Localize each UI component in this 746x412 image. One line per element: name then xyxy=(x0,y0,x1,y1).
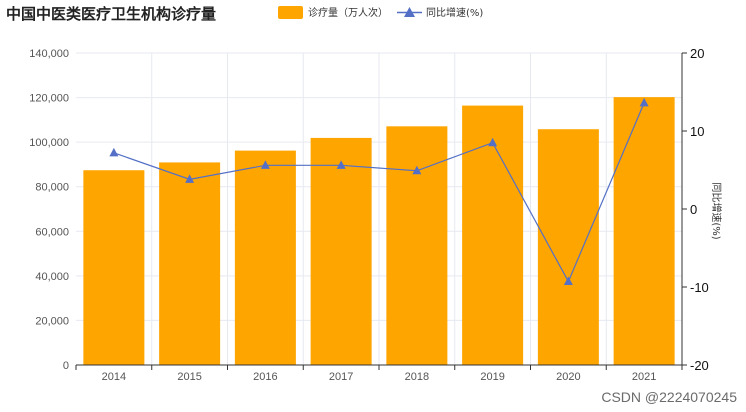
bar xyxy=(83,170,145,365)
legend-swatch-bars xyxy=(278,6,303,19)
growth-rate-line xyxy=(113,102,645,283)
x-tick-label: 2019 xyxy=(480,371,504,383)
bar xyxy=(537,129,599,365)
left-y-tick-label: 140,000 xyxy=(29,48,69,60)
left-y-tick-label: 20,000 xyxy=(35,315,69,327)
x-tick-label: 2017 xyxy=(329,371,353,383)
x-tick-label: 2018 xyxy=(405,371,429,383)
line-point-marker xyxy=(563,276,573,286)
line-point-marker xyxy=(260,160,270,169)
left-y-tick-label: 120,000 xyxy=(29,93,69,105)
left-y-tick-label: 100,000 xyxy=(29,137,69,149)
right-y-tick-label: -20 xyxy=(690,358,709,373)
x-tick-label: 2015 xyxy=(177,371,201,383)
legend-triangle-swatch xyxy=(404,7,415,17)
x-tick-label: 2020 xyxy=(556,371,580,383)
bar xyxy=(613,97,675,365)
bar xyxy=(310,137,372,365)
line-point-marker xyxy=(185,174,195,183)
legend-label-bars: 诊疗量（万人次） xyxy=(308,6,388,19)
bar-series xyxy=(83,97,675,365)
right-axis-title: 同比增速(%) xyxy=(710,182,723,239)
line-point-marker xyxy=(336,160,346,169)
left-y-tick-label: 80,000 xyxy=(35,182,69,194)
bar xyxy=(462,105,524,365)
left-y-tick-label: 60,000 xyxy=(35,226,69,238)
legend-label-line: 同比增速(%) xyxy=(426,6,483,19)
legend-item-line[interactable]: 同比增速(%) xyxy=(397,6,483,19)
x-tick-label: 2014 xyxy=(102,371,126,383)
x-tick-label: 2021 xyxy=(632,371,656,383)
right-y-tick-label: 0 xyxy=(690,202,697,217)
bar xyxy=(234,150,296,365)
line-point-marker xyxy=(412,165,422,175)
line-series xyxy=(109,97,649,286)
chart-title: 中国中医类医疗卫生机构诊疗量 xyxy=(6,5,216,23)
line-point-marker xyxy=(488,137,498,147)
line-point-marker xyxy=(639,97,649,107)
axes: 2014 2015 2016 2017 2018 2019 2020 2021 0 20,000 4… xyxy=(29,46,709,383)
legend-item-bars[interactable]: 诊疗量（万人次） xyxy=(278,6,388,19)
line-point-marker xyxy=(109,147,119,157)
x-tick-label: 2016 xyxy=(253,371,277,383)
right-y-tick-label: 20 xyxy=(690,46,704,61)
bar xyxy=(386,126,448,365)
watermark: CSDN @2224070245 xyxy=(601,389,737,405)
legend: 诊疗量（万人次） 同比增速(%) xyxy=(278,6,483,19)
right-y-tick-label: 10 xyxy=(690,124,704,139)
right-y-tick-label: -10 xyxy=(690,280,709,295)
bar xyxy=(159,162,221,365)
left-y-tick-label: 0 xyxy=(63,360,69,372)
left-y-tick-label: 40,000 xyxy=(35,271,69,283)
